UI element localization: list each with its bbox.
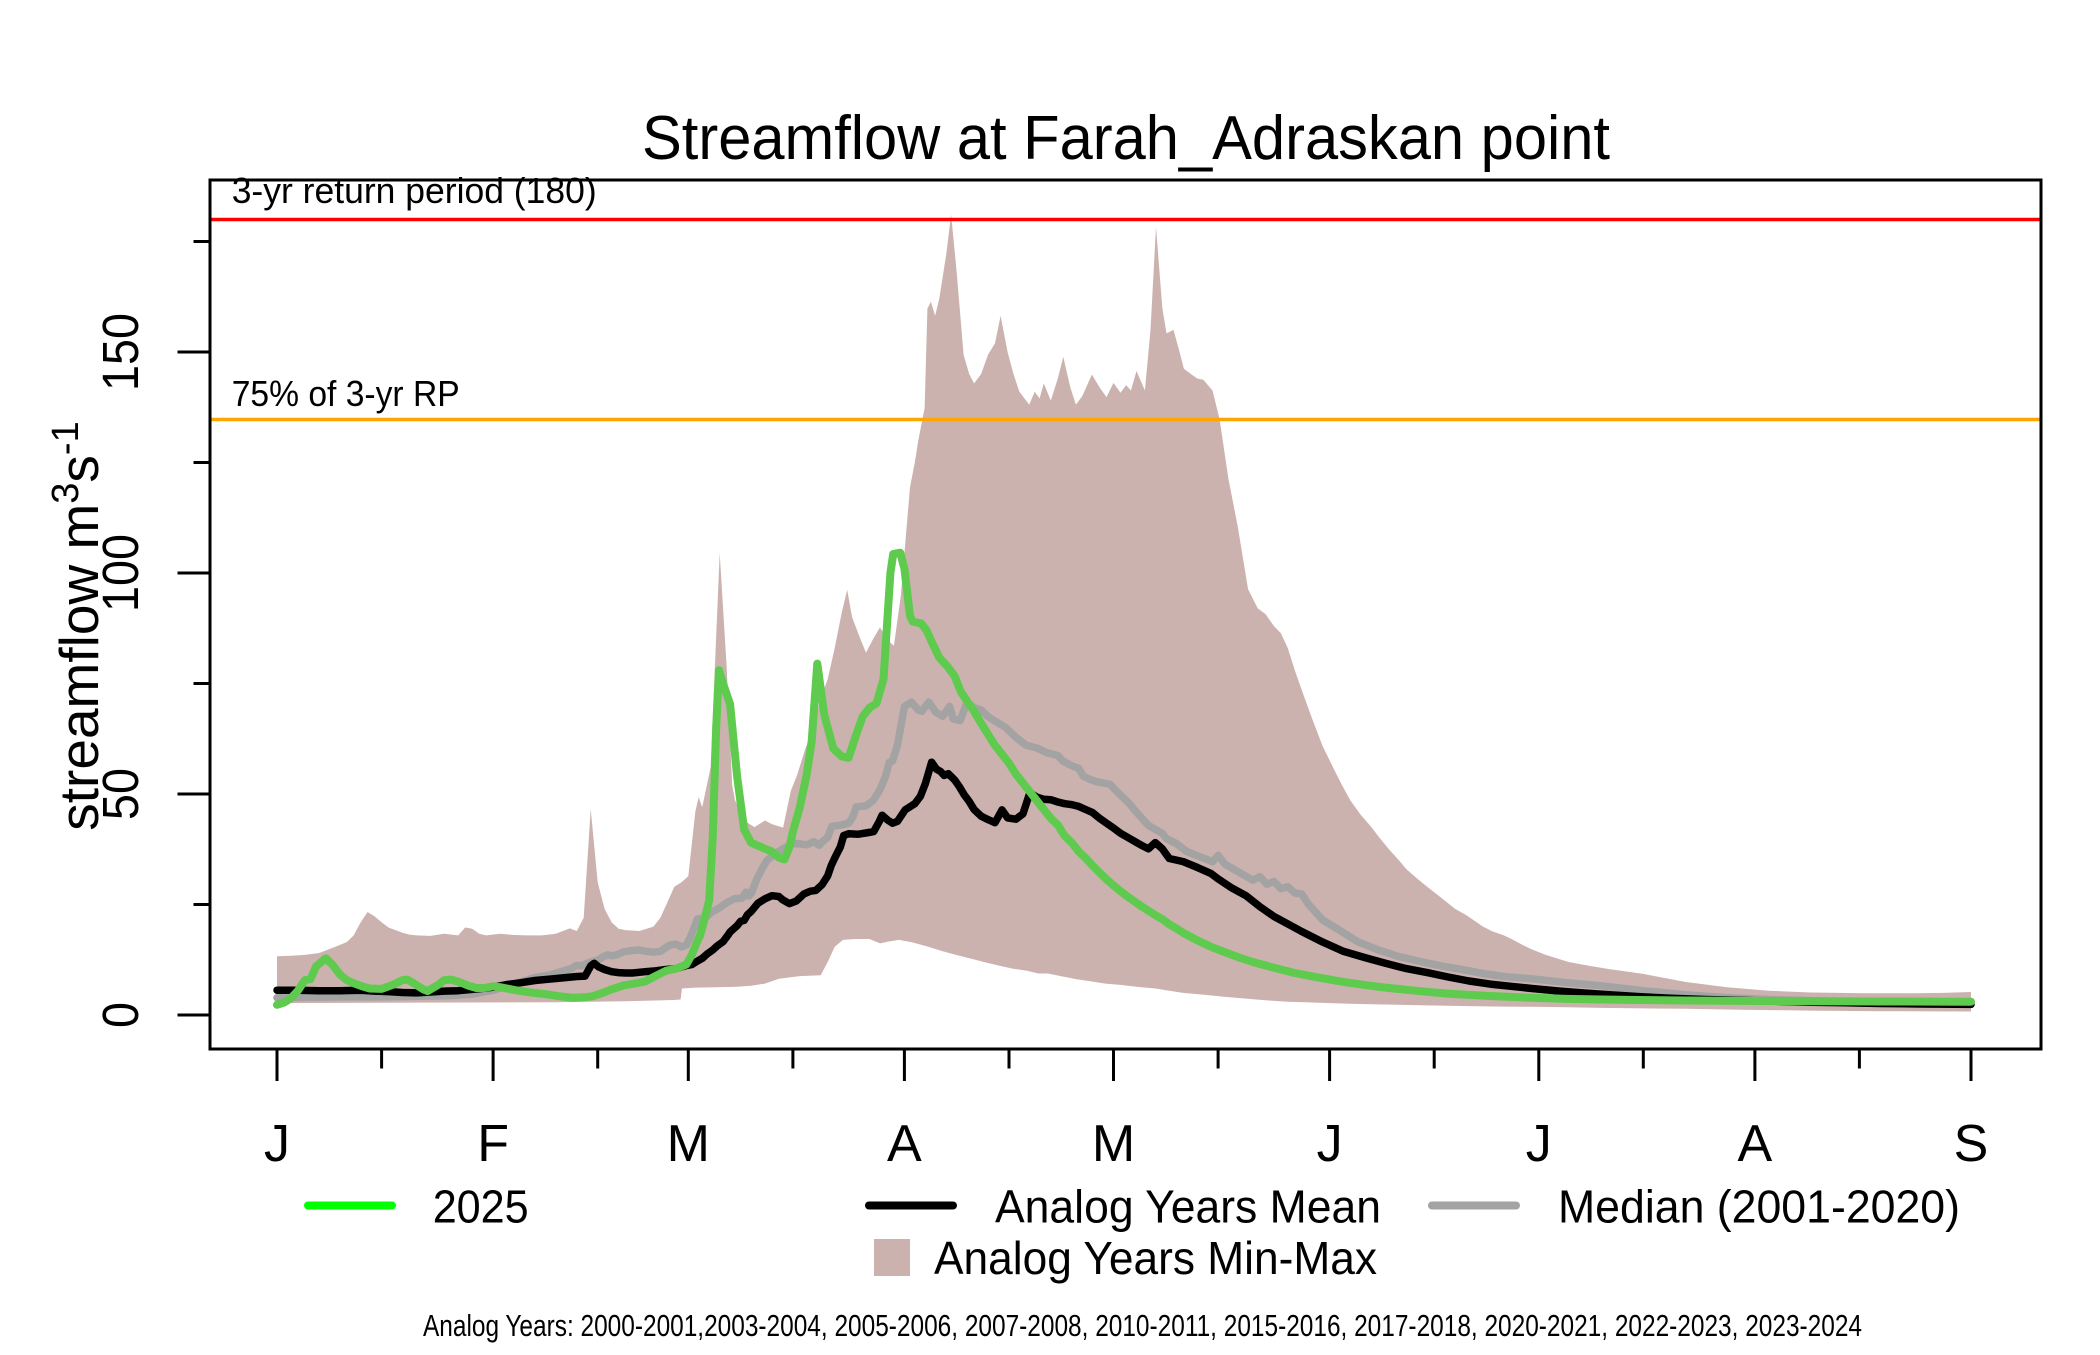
- svg-text:2025: 2025: [433, 1181, 529, 1233]
- svg-text:3-yr return period (180): 3-yr return period (180): [232, 170, 597, 211]
- svg-text:Analog Years Min-Max: Analog Years Min-Max: [934, 1232, 1377, 1284]
- svg-text:F: F: [477, 1115, 509, 1173]
- svg-text:J: J: [1526, 1115, 1552, 1173]
- svg-text:Analog Years Mean: Analog Years Mean: [995, 1181, 1381, 1233]
- svg-text:150: 150: [92, 313, 149, 391]
- svg-text:100: 100: [92, 534, 149, 612]
- svg-text:Streamflow at Farah_Adraskan p: Streamflow at Farah_Adraskan point: [642, 104, 1610, 173]
- svg-text:A: A: [1738, 1115, 1773, 1173]
- svg-text:Analog Years: 2000-2001,2003-2: Analog Years: 2000-2001,2003-2004, 2005-…: [423, 1308, 1862, 1343]
- svg-text:S: S: [1954, 1115, 1989, 1173]
- svg-text:75% of 3-yr RP: 75% of 3-yr RP: [232, 373, 460, 414]
- svg-text:streamflow m3s-1: streamflow m3s-1: [45, 421, 110, 830]
- svg-text:M: M: [667, 1115, 710, 1173]
- svg-text:0: 0: [92, 1002, 149, 1028]
- svg-text:50: 50: [92, 768, 149, 820]
- svg-text:J: J: [264, 1115, 290, 1173]
- svg-text:A: A: [887, 1115, 922, 1173]
- svg-text:Median (2001-2020): Median (2001-2020): [1558, 1181, 1960, 1233]
- svg-text:J: J: [1317, 1115, 1343, 1173]
- svg-text:M: M: [1092, 1115, 1135, 1173]
